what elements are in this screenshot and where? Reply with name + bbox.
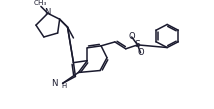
Text: O: O [128, 32, 135, 42]
Text: H: H [62, 83, 67, 89]
Text: N: N [51, 79, 58, 88]
Text: CH₃: CH₃ [33, 0, 47, 6]
Text: S: S [135, 40, 140, 49]
Text: O: O [137, 48, 144, 57]
Text: N: N [45, 8, 51, 17]
